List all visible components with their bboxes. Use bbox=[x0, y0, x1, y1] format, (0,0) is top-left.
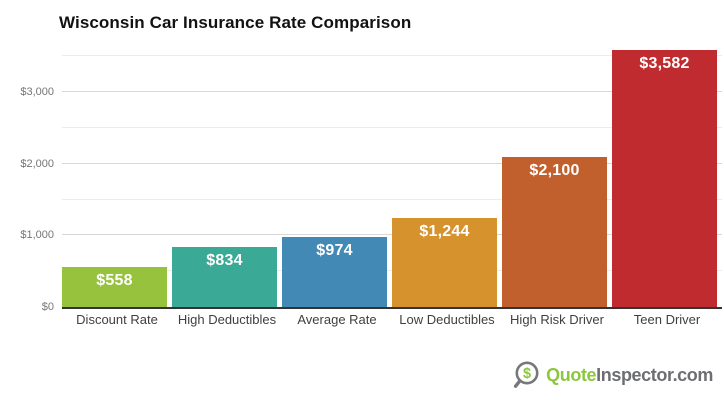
bar-slot: $834 bbox=[172, 49, 282, 307]
x-axis-category-labels: Discount Rate High Deductibles Average Rat… bbox=[62, 312, 722, 327]
footer-brand-logo: $ QuoteInspector.com bbox=[512, 359, 713, 391]
gridline bbox=[62, 126, 722, 128]
plot-area: $558 $834 $974 $1,244 $2,100 $3,582 bbox=[62, 49, 722, 309]
x-category-label: Teen Driver bbox=[633, 312, 701, 327]
x-category-label: Low Deductibles bbox=[399, 312, 495, 327]
brand-name-quote: Quote bbox=[546, 365, 597, 385]
bar-value-label: $834 bbox=[206, 252, 243, 270]
bar-high-risk-driver: $2,100 bbox=[502, 156, 607, 307]
y-tick-label: $1,000 bbox=[20, 229, 54, 242]
x-axis-line bbox=[62, 307, 722, 309]
gridline bbox=[62, 55, 722, 57]
gridline bbox=[62, 91, 722, 92]
bar-series: $558 $834 $974 $1,244 $2,100 $3,582 bbox=[62, 49, 722, 307]
y-axis-tick-labels: $0 $1,000 $2,000 $3,000 bbox=[0, 49, 54, 313]
x-category-label: Discount Rate bbox=[76, 312, 158, 327]
bar-teen-driver: $3,582 bbox=[612, 50, 717, 307]
bar-slot: $558 bbox=[62, 49, 172, 307]
bar-value-label: $558 bbox=[96, 272, 133, 290]
magnifier-dollar-icon: $ bbox=[512, 359, 542, 391]
x-category-label: Average Rate bbox=[297, 312, 377, 327]
y-tick-label: $3,000 bbox=[20, 86, 54, 98]
brand-name-inspector: Inspector.com bbox=[596, 365, 713, 385]
svg-text:$: $ bbox=[523, 366, 531, 382]
bar-value-label: $1,244 bbox=[419, 222, 470, 240]
gridline bbox=[62, 162, 722, 164]
bar-value-label: $3,582 bbox=[639, 55, 690, 73]
bar-slot: $2,100 bbox=[502, 49, 612, 307]
bar-high-deductibles: $834 bbox=[172, 247, 277, 307]
bar-slot: $3,582 bbox=[612, 49, 722, 307]
bar-slot: $1,244 bbox=[392, 49, 502, 307]
y-tick-label: $2,000 bbox=[20, 157, 54, 170]
gridline bbox=[62, 198, 722, 200]
bar-value-label: $974 bbox=[316, 242, 353, 260]
chart-title: Wisconsin Car Insurance Rate Comparison bbox=[59, 13, 412, 32]
x-category-label: High Deductibles bbox=[177, 312, 277, 327]
bar-discount-rate: $558 bbox=[62, 267, 167, 307]
bar-low-deductibles: $1,244 bbox=[392, 217, 497, 307]
bar-value-label: $2,100 bbox=[529, 161, 580, 179]
bar-slot: $974 bbox=[282, 49, 392, 307]
x-category-label: High Risk Driver bbox=[510, 312, 604, 327]
y-tick-label: $0 bbox=[41, 301, 54, 313]
bar-average-rate: $974 bbox=[282, 237, 387, 307]
brand-name: QuoteInspector.com bbox=[546, 360, 713, 390]
